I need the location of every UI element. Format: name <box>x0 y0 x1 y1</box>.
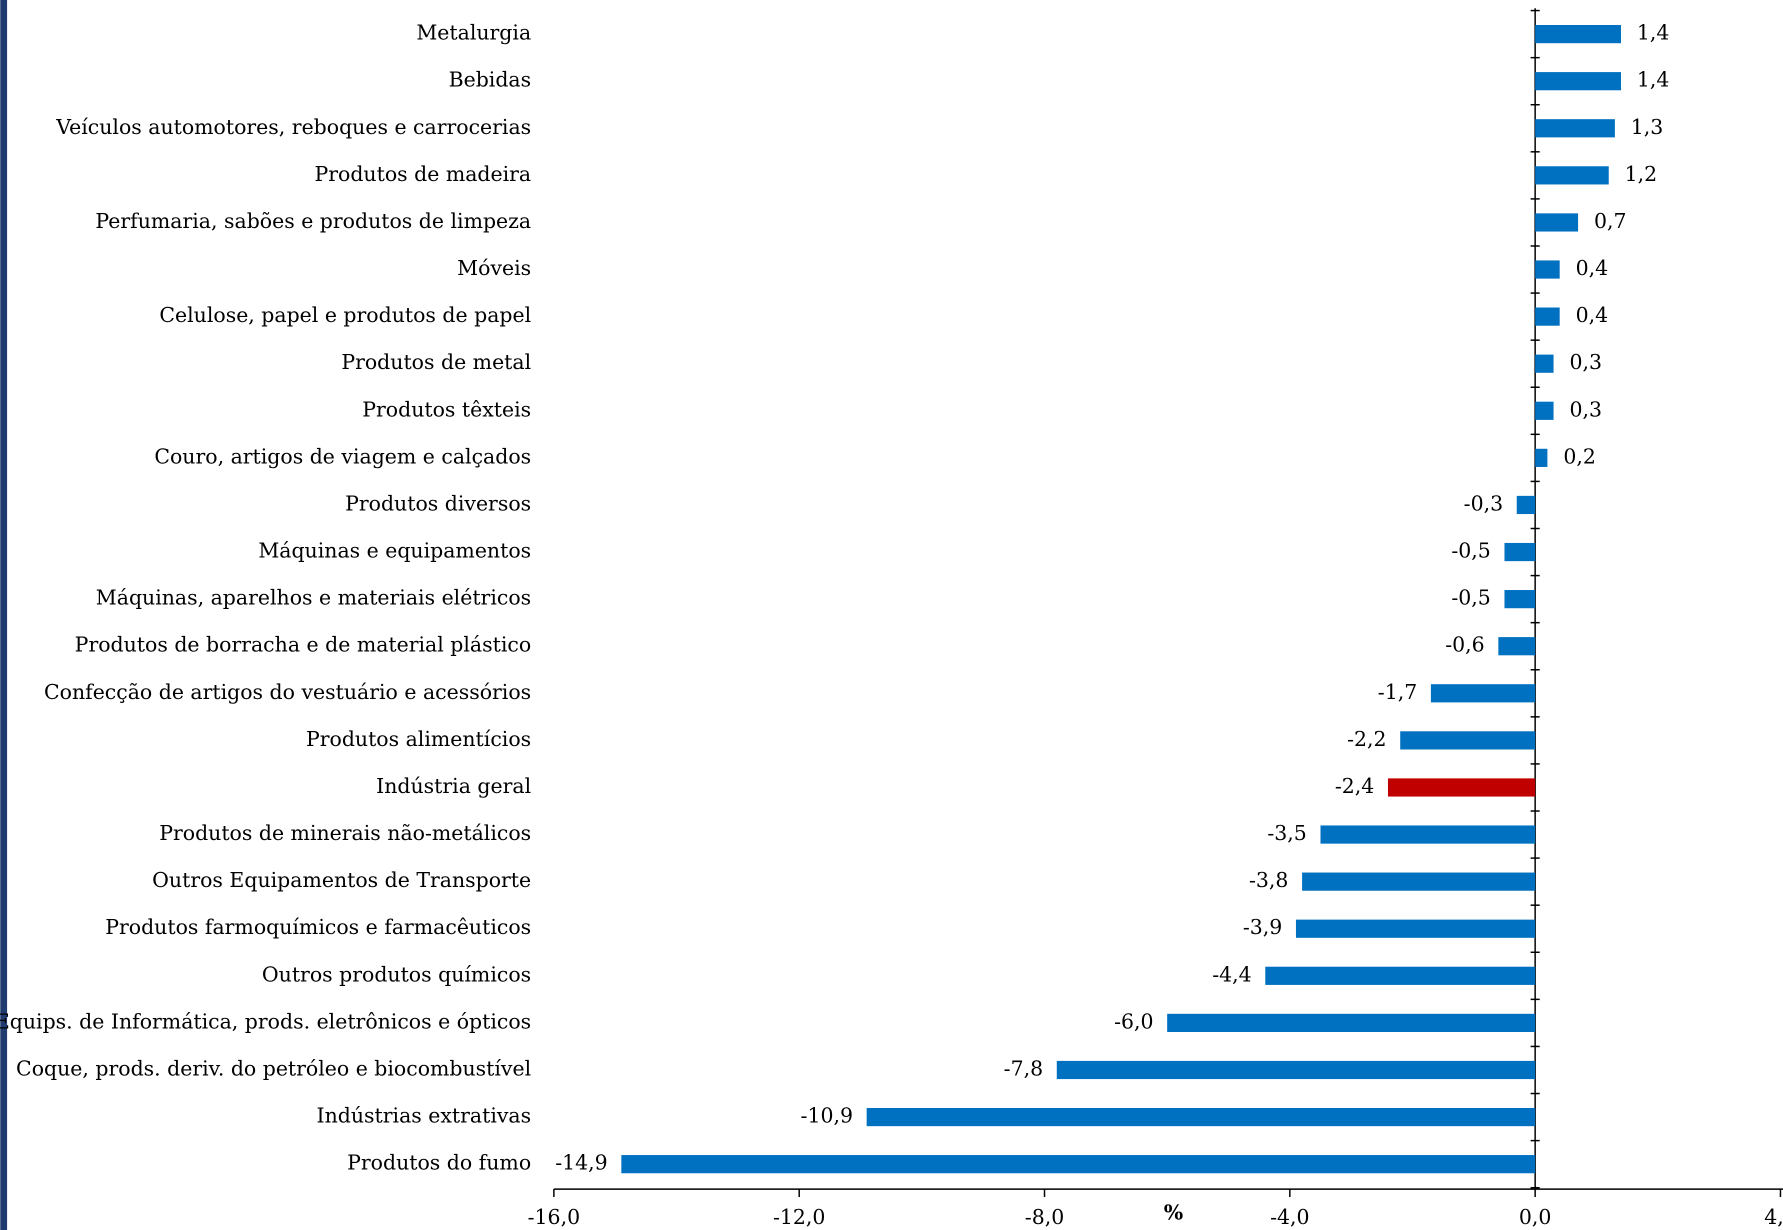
category-label: Móveis <box>457 256 531 280</box>
bar <box>621 1155 1536 1174</box>
bar <box>1535 354 1554 373</box>
category-label: Outros produtos químicos <box>262 962 531 986</box>
value-label: -10,9 <box>801 1104 853 1128</box>
category-label: Coque, prods. deriv. do petróleo e bioco… <box>16 1056 531 1080</box>
bar <box>1535 213 1579 232</box>
category-label: Máquinas e equipamentos <box>258 539 531 563</box>
category-label: Confecção de artigos do vestuário e aces… <box>44 680 531 704</box>
category-label: Metalurgia <box>416 21 531 45</box>
category-label: Produtos alimentícios <box>306 727 531 751</box>
value-label: -3,9 <box>1243 915 1282 939</box>
bar <box>1498 637 1536 656</box>
value-label: 0,7 <box>1594 209 1627 233</box>
bar <box>1400 731 1536 750</box>
bar <box>1535 166 1609 185</box>
bar <box>1265 966 1536 985</box>
value-label: -4,4 <box>1212 962 1251 986</box>
x-tick-label: -12,0 <box>773 1205 825 1229</box>
category-label: Produtos farmoquímicos e farmacêuticos <box>105 915 531 939</box>
x-tick-label: -4,0 <box>1270 1205 1309 1229</box>
value-label: -1,7 <box>1378 680 1417 704</box>
bar <box>866 1107 1536 1127</box>
category-label: Indústria geral <box>376 774 531 798</box>
value-label: 0,3 <box>1569 397 1602 421</box>
value-label: 1,2 <box>1625 162 1658 186</box>
category-label: Couro, artigos de viagem e calçados <box>154 444 531 468</box>
x-tick-label: 4,0 <box>1764 1205 1783 1229</box>
value-label: -0,5 <box>1451 586 1490 610</box>
value-label: -0,3 <box>1464 491 1503 515</box>
value-label: -0,6 <box>1445 633 1484 657</box>
category-label: Produtos diversos <box>345 491 531 515</box>
value-label: 1,4 <box>1637 21 1670 45</box>
bar <box>1535 307 1560 326</box>
bar <box>1535 448 1548 467</box>
value-label: -3,5 <box>1267 821 1306 845</box>
bar <box>1535 25 1622 44</box>
category-label: Produtos de minerais não-metálicos <box>159 821 531 845</box>
category-label: Indústrias extrativas <box>317 1104 532 1128</box>
bar <box>1504 590 1536 609</box>
x-tick-label: 0,0 <box>1519 1205 1552 1229</box>
bar <box>1302 872 1536 891</box>
bar <box>1535 72 1622 91</box>
value-label: -7,8 <box>1004 1056 1043 1080</box>
bar <box>1430 684 1536 703</box>
value-label: -6,0 <box>1114 1009 1153 1033</box>
category-label: Celulose, papel e produtos de papel <box>159 303 531 327</box>
bar <box>1535 401 1554 420</box>
category-label: Perfumaria, sabões e produtos de limpeza <box>95 209 531 233</box>
bar <box>1535 260 1560 279</box>
value-label: -0,5 <box>1451 539 1490 563</box>
category-label: Veículos automotores, reboques e carroce… <box>55 115 531 139</box>
value-label: 1,4 <box>1637 68 1670 92</box>
x-tick-label: -8,0 <box>1025 1205 1064 1229</box>
value-label: 0,3 <box>1569 350 1602 374</box>
value-label: 0,4 <box>1576 256 1609 280</box>
value-label: 0,4 <box>1576 303 1609 327</box>
bar <box>1056 1060 1536 1080</box>
bar <box>1504 542 1536 562</box>
category-label: Produtos de metal <box>341 350 531 374</box>
value-label: 1,3 <box>1631 115 1664 139</box>
category-label: Produtos de borracha e de material plást… <box>75 633 531 657</box>
value-label: -14,9 <box>555 1151 607 1175</box>
category-label: Equips. de Informática, prods. eletrônic… <box>0 1009 531 1033</box>
x-tick-label: -16,0 <box>528 1205 580 1229</box>
bar <box>1516 495 1536 515</box>
category-label: Bebidas <box>449 68 532 92</box>
bar <box>1387 778 1536 797</box>
x-axis-label: % <box>1164 1201 1183 1225</box>
category-label: Máquinas, aparelhos e materiais elétrico… <box>96 586 531 610</box>
value-label: 0,2 <box>1563 444 1596 468</box>
bar <box>1320 825 1536 844</box>
category-label: Produtos de madeira <box>314 162 531 186</box>
bar <box>1535 119 1615 138</box>
value-label: -2,4 <box>1335 774 1374 798</box>
value-label: -3,8 <box>1249 868 1288 892</box>
bar <box>1295 919 1536 938</box>
category-label: Produtos do fumo <box>347 1151 531 1175</box>
side-strip <box>0 0 8 1230</box>
category-label: Produtos têxteis <box>362 397 531 421</box>
category-label: Outros Equipamentos de Transporte <box>152 868 531 892</box>
bar <box>1167 1013 1536 1032</box>
value-label: -2,2 <box>1347 727 1386 751</box>
